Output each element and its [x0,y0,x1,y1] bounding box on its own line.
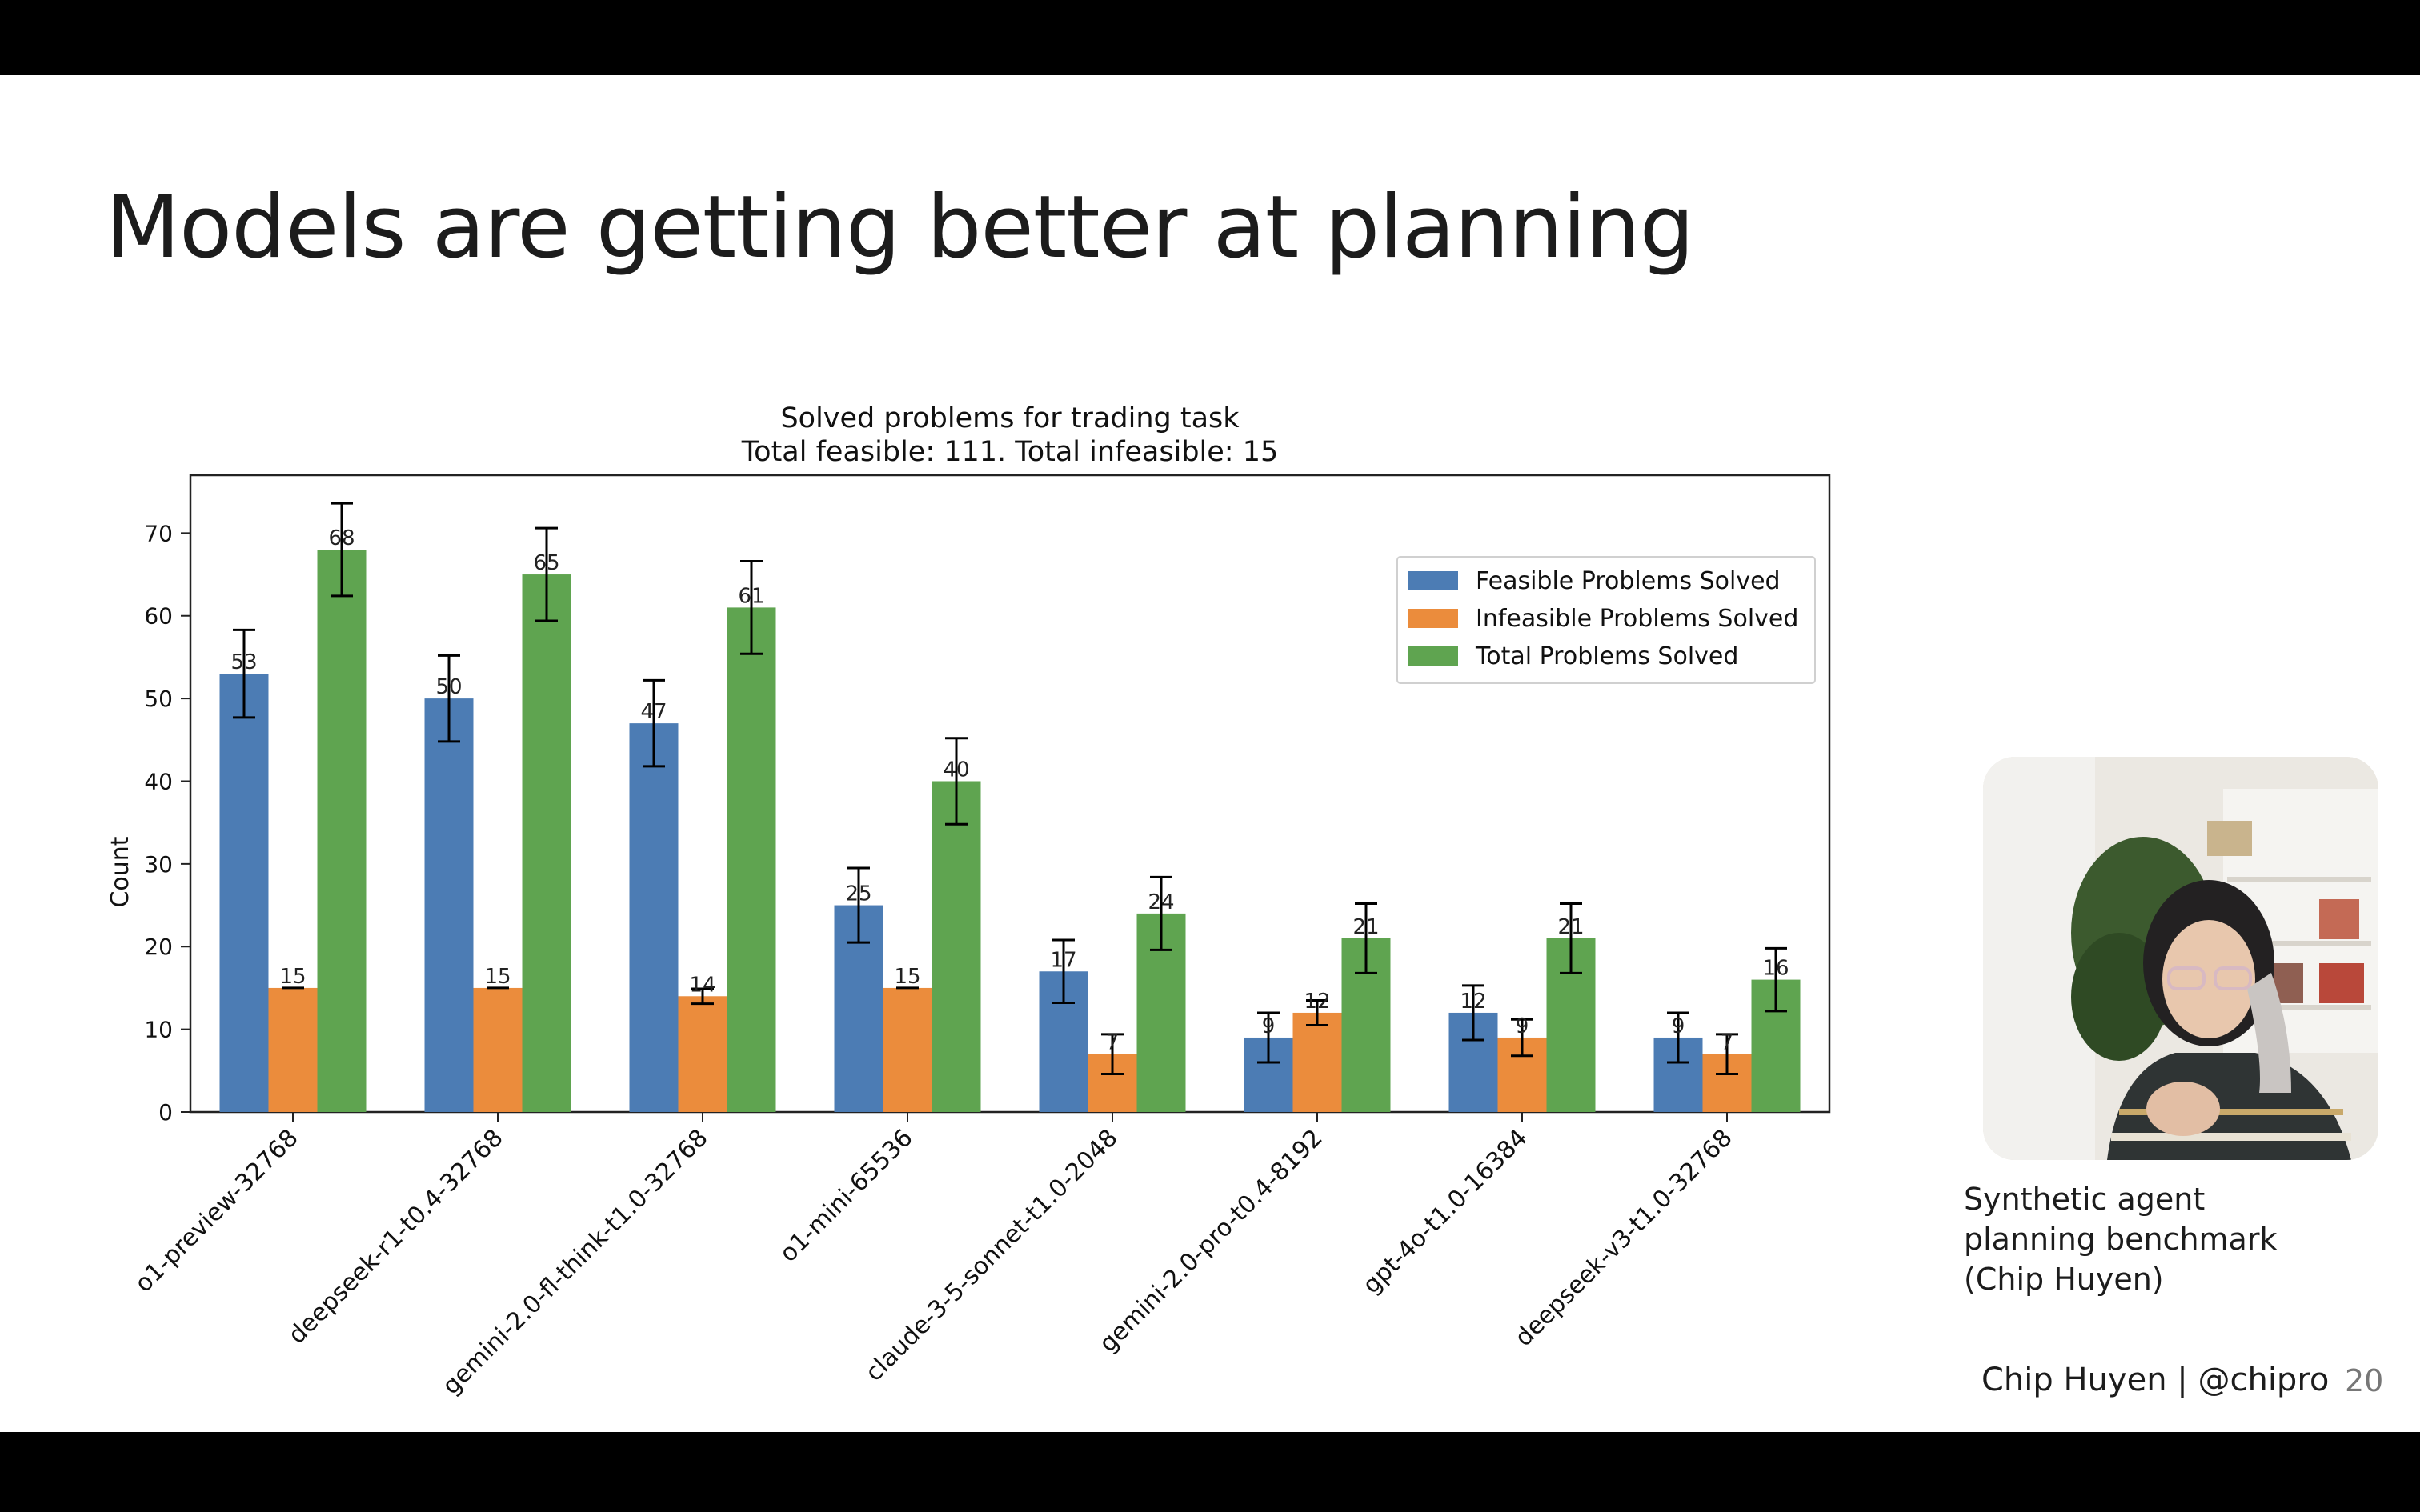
bar [678,996,727,1112]
data-label: 50 [435,675,462,699]
data-label: 14 [689,973,715,997]
y-tick-label: 40 [144,768,173,794]
chart-subtitle: Total feasible: 111. Total infeasible: 1… [741,436,1279,468]
x-tick-label: o1-preview-32768 [130,1124,304,1298]
bar [727,607,776,1112]
y-tick-label: 30 [144,851,173,878]
data-label: 47 [640,700,667,724]
bar [424,698,474,1112]
x-tick-label: o1-mini-65536 [775,1124,919,1268]
data-label: 21 [1352,915,1379,939]
bar [883,987,932,1112]
data-label: 15 [894,965,920,989]
y-tick-label: 60 [144,603,173,630]
data-label: 17 [1050,948,1076,972]
y-tick-label: 10 [144,1017,173,1043]
bar [219,674,269,1112]
data-label: 7 [1721,1031,1734,1055]
plot-area: 0 10 20 30 40 50 60 70 53 15 68 o1-preview-32768 50 1… [130,474,1831,1400]
y-tick-label: 50 [144,686,173,712]
caption-line: (Chip Huyen) [1964,1262,2164,1297]
data-label: 9 [1262,1014,1276,1038]
legend-swatch [1408,571,1458,590]
slide-caption: Synthetic agent planning benchmark (Chip… [1964,1179,2364,1299]
data-label: 24 [1148,890,1174,914]
chart-title: Solved problems for trading task [780,402,1240,434]
chart-legend [1396,556,1816,684]
y-axis-label: Count [106,836,134,907]
bar [268,987,318,1112]
x-tick-label: gemini-2.0-pro-t0.4-8192 [1094,1124,1328,1358]
caption-line: planning benchmark [1964,1222,2278,1257]
data-label: 15 [279,965,306,989]
data-label: 53 [230,650,257,674]
data-label: 65 [533,551,559,575]
data-label: 68 [328,526,355,550]
footer-credit: Chip Huyen | @chipro [1981,1362,2330,1398]
bar [317,550,367,1112]
data-label: 15 [484,965,511,989]
y-tick-label: 70 [144,520,173,546]
data-label: 40 [943,758,969,782]
legend-label: Infeasible Problems Solved [1476,605,1798,633]
legend-label: Feasible Problems Solved [1476,567,1781,595]
bar [932,781,981,1112]
bar [473,987,523,1112]
page-number: 20 [2345,1363,2384,1398]
data-label: 21 [1557,915,1584,939]
presenter-video [1983,757,2378,1160]
data-label: 25 [845,882,871,906]
data-label: 12 [1304,990,1330,1014]
data-label: 7 [1106,1031,1120,1055]
bar-chart: Solved problems for trading task Total f… [106,402,1831,1400]
legend-label: Total Problems Solved [1475,642,1738,670]
y-tick-label: 0 [158,1099,173,1126]
data-label: 9 [1516,1014,1529,1038]
slide: Models are getting better at planning So… [0,75,2420,1432]
bar [1292,1012,1342,1112]
bar [522,574,571,1112]
x-tick-label: gpt-4o-t1.0-16384 [1357,1124,1533,1299]
data-label: 12 [1460,990,1486,1014]
data-label: 9 [1672,1014,1685,1038]
x-tick-label: deepseek-v3-t1.0-32768 [1509,1124,1737,1352]
data-label: 16 [1762,957,1789,981]
data-label: 61 [738,584,764,608]
legend-swatch [1408,646,1458,666]
slide-title: Models are getting better at planning [106,178,1694,278]
x-tick-label: deepseek-r1-t0.4-32768 [283,1124,509,1350]
caption-line: Synthetic agent [1964,1182,2206,1217]
x-tick-label: claude-3-5-sonnet-t1.0-2048 [860,1124,1124,1387]
y-tick-label: 20 [144,934,173,960]
legend-swatch [1408,609,1458,628]
bar [629,723,679,1112]
plot-frame [189,474,1831,1114]
